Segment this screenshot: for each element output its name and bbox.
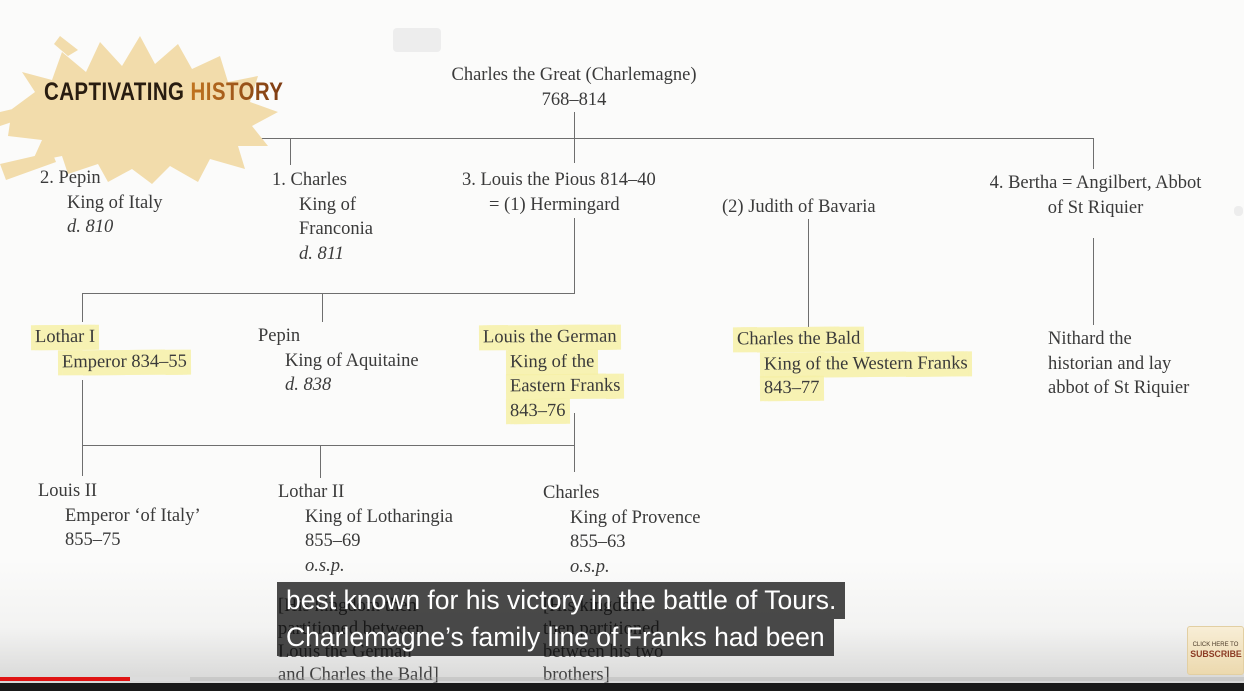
tree-node-nithard: Nithard the historian and lay abbot of St … [1048, 327, 1189, 401]
tree-node-line: 843–76 [483, 398, 620, 424]
tree-node-lothar-1: Lothar I Emperor 834–55 [34, 324, 187, 375]
tree-node-line: Louis II [38, 481, 98, 501]
connector-line [82, 293, 575, 295]
tree-node-line: 1. Charles [272, 170, 348, 190]
tree-node-line: 855–75 [65, 530, 121, 550]
tree-node-line: Eastern Franks [483, 373, 621, 399]
tree-node-lothar-2: Lothar II King of Lotharingia 855–69 o.s.p. [278, 480, 453, 578]
tree-node-line: 3. Louis the Pious 814–40 [462, 170, 656, 190]
connector-line [808, 219, 810, 327]
connector-line [574, 218, 576, 293]
tree-node-line: King of [299, 194, 357, 215]
channel-logo-splash [0, 36, 278, 184]
connector-line [320, 445, 322, 478]
tree-node-line: King of Provence [570, 507, 701, 528]
progress-played [0, 677, 130, 681]
tree-node-line: Emperor 834–55 [35, 349, 187, 375]
tree-node-line: d. 810 [67, 217, 114, 237]
tree-node-charles-provence: Charles King of Provence 855–63 o.s.p. [543, 481, 701, 579]
tree-node-line: 2. Pepin [40, 168, 101, 188]
tree-node-line: Louis the German [482, 324, 620, 350]
tree-node-line: o.s.p. [305, 555, 345, 576]
tree-node-line: Lothar I [34, 324, 187, 350]
subscribe-button-caption: CLICK HERE TO [1192, 641, 1239, 648]
scan-smudge [1234, 206, 1243, 216]
video-progress-bar[interactable] [0, 677, 1244, 681]
tree-node-line: (2) Judith of Bavaria [722, 197, 876, 217]
tree-node-line: d. 838 [285, 375, 332, 395]
player-control-bar[interactable] [0, 683, 1244, 691]
subscribe-button-label: SUBSCRIBE [1189, 648, 1242, 660]
caption-line-1: best known for his victory in the battle… [277, 582, 846, 619]
tree-node-line: = (1) Hermingard [489, 194, 620, 215]
connector-line [290, 138, 292, 165]
tree-node-line: o.s.p. [570, 556, 610, 577]
tree-node-line: Lothar II [278, 482, 345, 502]
tree-node-charlemagne: Charles the Great (Charlemagne) 768–814 [424, 63, 724, 112]
tree-node-charles-franconia: 1. Charles King of Franconia d. 811 [272, 168, 373, 266]
connector-line [82, 445, 84, 476]
connector-line [82, 293, 84, 322]
tree-node-line: d. 811 [299, 243, 344, 264]
tree-node-line: King of Lotharingia [305, 506, 453, 527]
tree-node-louis-pious: 3. Louis the Pious 814–40 = (1) Hermingar… [462, 168, 656, 217]
connector-line [322, 293, 324, 322]
tree-node-line: abbot of St Riquier [1048, 378, 1190, 398]
tree-node-line: Charles the Bald [736, 326, 968, 352]
connector-line [574, 112, 576, 163]
tree-node-louis-2: Louis II Emperor ‘of Italy’ 855–75 [38, 479, 201, 553]
tree-node-line: King of Aquitaine [285, 350, 419, 371]
tree-node-line: Nithard the [1048, 329, 1132, 349]
tree-node-charles-bald: Charles the Bald King of the Western Fran… [736, 326, 968, 401]
logo-word-captivating: CAPTIVATING [44, 78, 185, 106]
tree-node-line: 4. Bertha = Angilbert, Abbot [989, 173, 1202, 193]
tree-node-line: 855–63 [570, 532, 626, 552]
tree-node-line: 843–77 [737, 375, 968, 401]
subscribe-button[interactable]: CLICK HERE TO SUBSCRIBE [1187, 626, 1244, 675]
tree-node-judith-bavaria: (2) Judith of Bavaria [722, 195, 876, 220]
tree-node-line: brothers] [543, 665, 610, 685]
tree-node-line: King of the Western Franks [737, 350, 968, 377]
connector-line [82, 138, 1093, 140]
tree-node-louis-german: Louis the German King of the Eastern Frank… [482, 324, 621, 424]
tree-node-line: Charles [543, 483, 600, 503]
scan-smudge [393, 28, 441, 52]
connector-line [82, 445, 575, 447]
connector-line [82, 380, 84, 445]
tree-node-line: Charles the Great (Charlemagne) [451, 65, 697, 85]
tree-node-line: 768–814 [541, 89, 607, 110]
video-captions: best known for his victory in the battle… [277, 582, 846, 656]
caption-line-2: Charlemagne’s family line of Franks had … [277, 619, 834, 656]
tree-node-line: Pepin [258, 326, 301, 346]
tree-node-line: Emperor ‘of Italy’ [65, 505, 201, 526]
tree-node-line: historian and lay [1048, 353, 1172, 374]
tree-node-pepin-italy: 2. Pepin King of Italy d. 810 [40, 166, 163, 240]
logo-word-history: HISTORY [190, 78, 284, 106]
tree-node-line: King of the [483, 349, 620, 375]
tree-node-line: Franconia [299, 219, 373, 239]
connector-line [574, 413, 576, 472]
connector-line [1093, 238, 1095, 325]
tree-node-line: and Charles the Bald] [278, 665, 439, 685]
tree-node-pepin-aquitaine: Pepin King of Aquitaine d. 838 [258, 324, 419, 398]
tree-node-line: King of Italy [67, 192, 163, 213]
connector-line [1093, 138, 1095, 169]
channel-logo-text: CAPTIVATING HISTORY [44, 78, 283, 107]
tree-node-line: 855–69 [305, 531, 361, 551]
tree-node-line: of St Riquier [1047, 197, 1144, 218]
tree-node-bertha: 4. Bertha = Angilbert, Abbot of St Riquie… [958, 171, 1233, 220]
